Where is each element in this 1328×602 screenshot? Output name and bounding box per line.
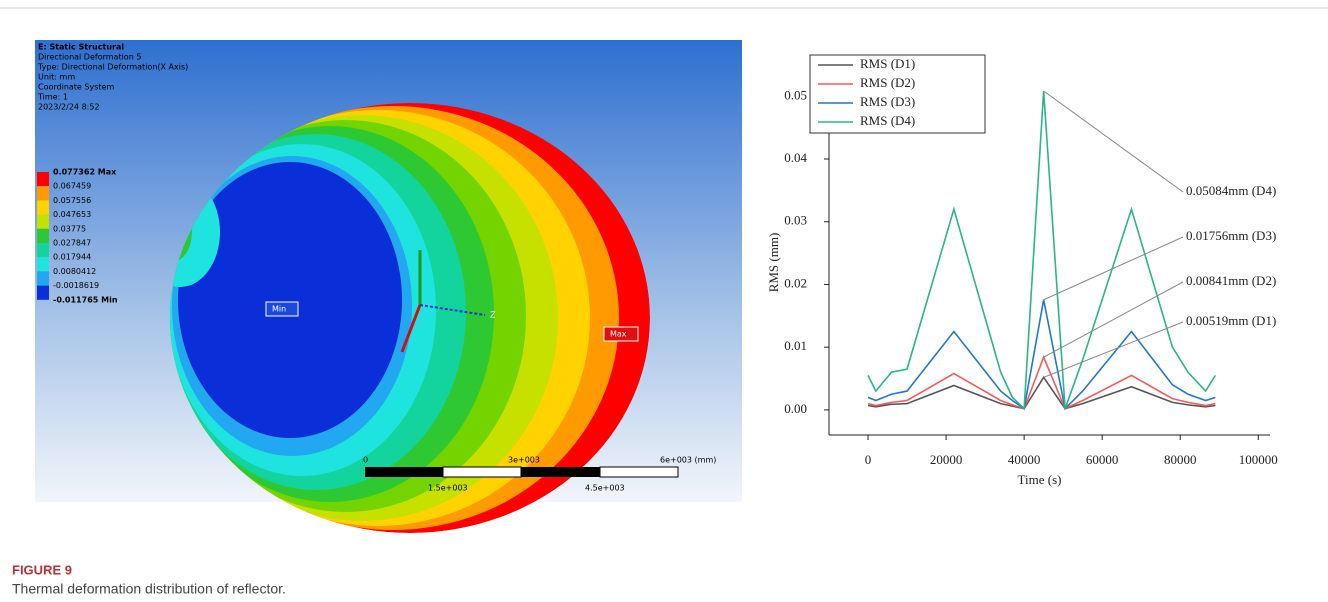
legend-label: RMS (D4)	[860, 113, 915, 128]
y-tick-label: 0.03	[784, 213, 807, 228]
annotation-leader	[1044, 282, 1183, 357]
x-tick-label: 20000	[930, 452, 963, 467]
legend-label: 0.077362 Max	[53, 168, 117, 177]
figure-label: FIGURE 9	[12, 562, 72, 577]
legend-label: RMS (D1)	[860, 56, 915, 71]
axis-label: Z	[490, 311, 496, 320]
x-tick-label: 60000	[1086, 452, 1119, 467]
annotation-leader	[1044, 237, 1183, 300]
legend-label: 0.0080412	[53, 267, 96, 276]
legend-swatch	[37, 286, 49, 300]
legend-label: -0.0018619	[53, 281, 99, 290]
legend-swatch	[37, 215, 49, 229]
y-tick-label: 0.00	[784, 401, 807, 416]
page: Z Min Max E: Static StructuralDirectiona…	[0, 0, 1328, 597]
y-tick-label: 0.02	[784, 275, 807, 290]
scale-label: 4.5e+003	[585, 484, 625, 493]
legend-swatch	[37, 271, 49, 285]
legend-label: RMS (D3)	[860, 94, 915, 109]
scale-label: 0	[363, 456, 368, 465]
simulation-image: Z Min Max E: Static StructuralDirectiona…	[35, 40, 742, 533]
annotation: 0.00519mm (D1)	[1186, 313, 1276, 328]
legend-label: 0.057556	[53, 196, 91, 205]
series-line	[868, 357, 1215, 408]
figure-caption: Thermal deformation distribution of refl…	[12, 581, 286, 597]
annotation: 0.00841mm (D2)	[1186, 273, 1276, 288]
annotation: 0.05084mm (D4)	[1186, 183, 1276, 198]
legend-swatch	[37, 257, 49, 271]
max-label: Max	[610, 330, 627, 339]
chart: 0.00 0.01 0.02 0.03 0.04 0.05 0 20000 40000 60000…	[766, 55, 1278, 487]
x-tick-label: 40000	[1008, 452, 1041, 467]
y-tick-label: 0.01	[784, 338, 807, 353]
min-label: Min	[272, 305, 286, 314]
legend-label: 0.067459	[53, 182, 91, 191]
legend-label: 0.03775	[53, 224, 86, 233]
legend-swatch	[37, 186, 49, 200]
legend-swatch	[37, 172, 49, 186]
scale-label: 6e+003 (mm)	[660, 456, 716, 465]
y-tick-label: 0.05	[784, 87, 807, 102]
legend-label: -0.011765 Min	[53, 295, 118, 304]
header-line: Time: 1	[37, 93, 68, 102]
header-line: Directional Deformation 5	[38, 53, 141, 62]
annotation-leader	[1044, 91, 1183, 192]
legend-swatch	[37, 243, 49, 257]
legend-label: 0.017944	[53, 253, 91, 262]
header-line: Type: Directional Deformation(X Axis)	[37, 63, 188, 72]
legend-swatch	[37, 229, 49, 243]
header-line: 2023/2/24 8:52	[38, 103, 100, 112]
annotation: 0.01756mm (D3)	[1186, 228, 1276, 243]
header-line: Unit: mm	[38, 73, 75, 82]
x-tick-label: 80000	[1164, 452, 1197, 467]
legend-swatch	[37, 200, 49, 214]
annotation-leader	[1044, 322, 1183, 377]
scale-label: 3e+003	[508, 456, 540, 465]
legend-label: 0.027847	[53, 239, 91, 248]
y-tick-label: 0.04	[784, 150, 807, 165]
x-tick-label: 100000	[1239, 452, 1278, 467]
header-line: Coordinate System	[38, 83, 114, 92]
y-axis-title: RMS (mm)	[766, 233, 781, 293]
scale-label: 1.5e+003	[428, 484, 468, 493]
header-line: E: Static Structural	[38, 43, 124, 52]
legend-label: 0.047653	[53, 210, 91, 219]
x-axis-title: Time (s)	[1018, 472, 1062, 487]
x-tick-label: 0	[865, 452, 872, 467]
legend-label: RMS (D2)	[860, 75, 915, 90]
